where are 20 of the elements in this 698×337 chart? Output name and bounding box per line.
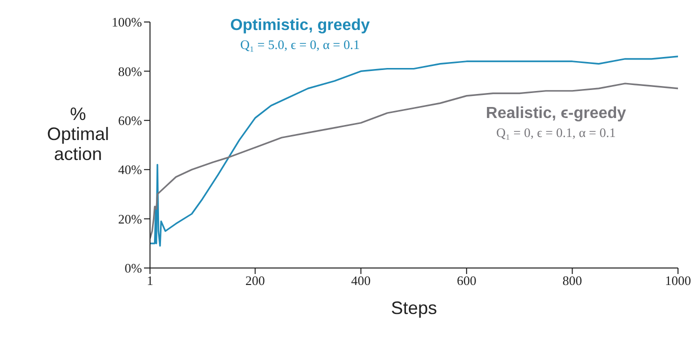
x-tick-label: 1 — [146, 273, 154, 288]
text: Optimistic, greedy — [230, 17, 370, 34]
annotation: Q₁ = 0, ϵ = 0.1, α = 0.1 — [496, 125, 616, 140]
line-series — [150, 82, 678, 240]
y-tick-label: 0% — [124, 260, 142, 276]
x-tick-label: 400 — [351, 273, 371, 288]
x-tick-label: 200 — [245, 273, 265, 288]
x-tick-label: 1000 — [665, 273, 691, 288]
series-label: Realistic, ϵ-greedy — [486, 105, 626, 122]
x-axis-title: Steps — [390, 298, 438, 318]
line-series — [150, 56, 678, 247]
y-tick-label: 100% — [112, 14, 142, 30]
y-tick-label: 40% — [118, 162, 142, 178]
x-tick-label: 600 — [456, 273, 476, 288]
y-tick-label: 60% — [118, 113, 142, 128]
x-tick-label: 800 — [562, 273, 582, 288]
annotation: Q₁ = 5.0, ϵ = 0, α = 0.1 — [240, 37, 360, 52]
y-tick-label: 20% — [118, 211, 142, 226]
y-axis-title: % Optimal action — [46, 104, 110, 164]
y-tick-label: 80% — [118, 64, 142, 79]
